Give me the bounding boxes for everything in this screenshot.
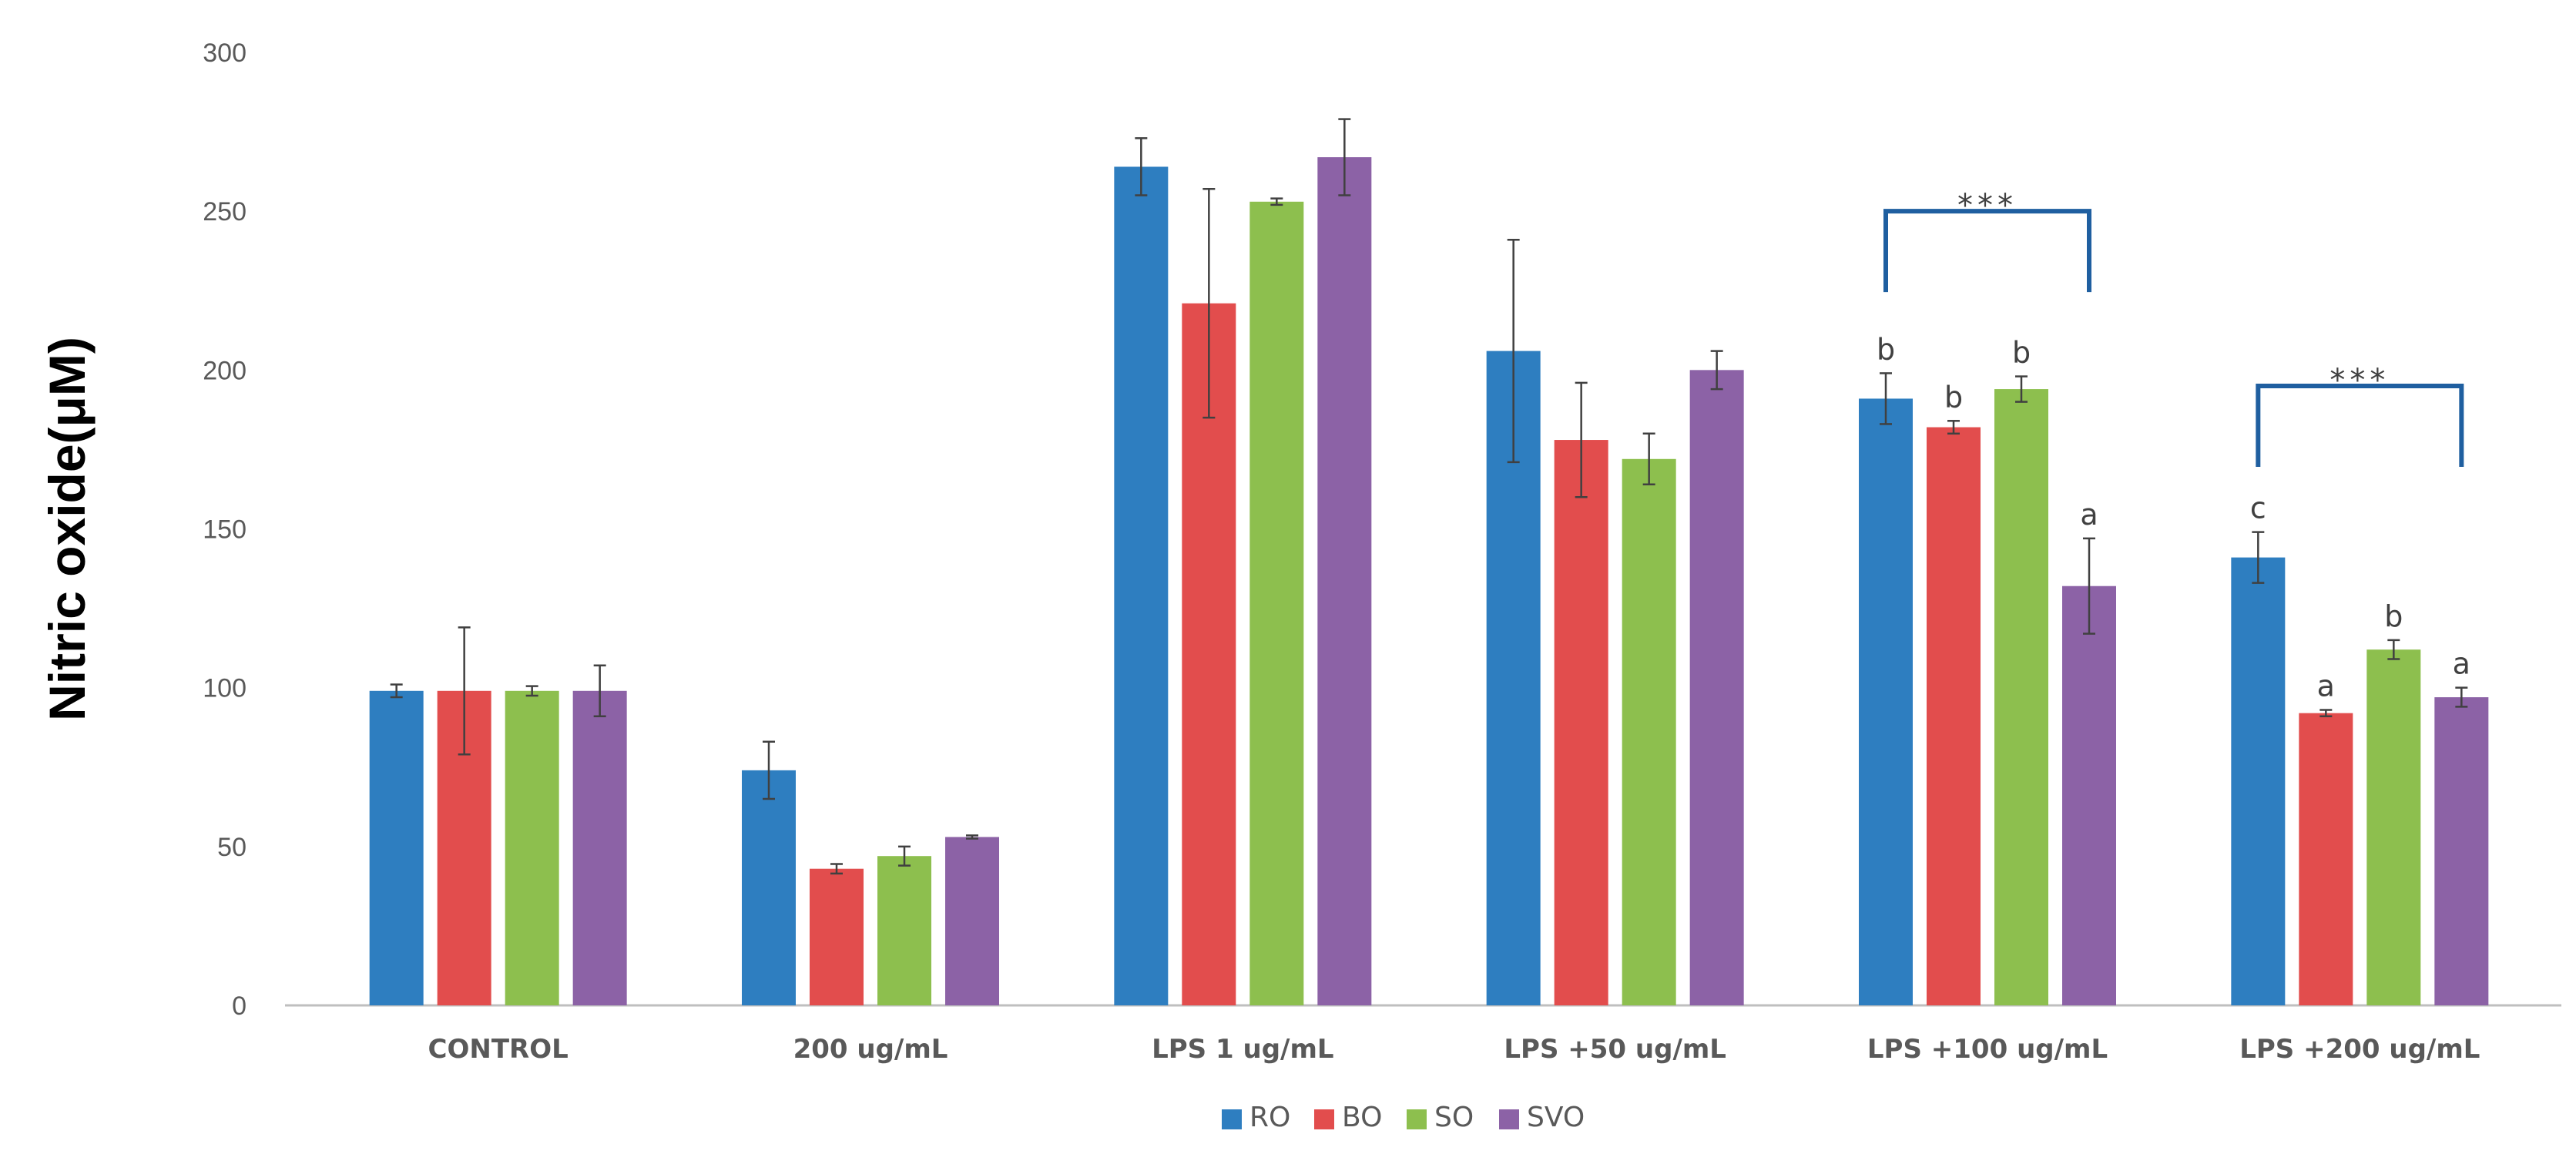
legend-swatch-svo xyxy=(1499,1109,1519,1129)
bar-so xyxy=(877,856,931,1005)
legend-swatch-so xyxy=(1407,1109,1427,1129)
y-tick-label: 250 xyxy=(203,197,247,226)
significance-stars: *** xyxy=(1957,188,2018,223)
legend: RO BO SO SVO xyxy=(1222,1102,1585,1133)
legend-swatch-bo xyxy=(1314,1109,1334,1129)
legend-label-so: SO xyxy=(1434,1102,1474,1133)
y-tick-label: 150 xyxy=(203,515,247,545)
significance-letter: b xyxy=(1877,332,1895,366)
bar-bo xyxy=(2299,713,2353,1005)
x-category-label: LPS +100 ug/mL xyxy=(1867,1034,2108,1065)
error-bars xyxy=(390,118,2468,875)
bar-svo xyxy=(945,837,999,1005)
bar-ro xyxy=(742,770,796,1005)
bar-bo xyxy=(810,868,864,1005)
y-tick-label: 100 xyxy=(203,674,247,703)
bar-svo xyxy=(2062,586,2116,1005)
significance-letter: a xyxy=(2453,647,2470,681)
x-category-label: LPS 1 ug/mL xyxy=(1152,1034,1333,1065)
significance-letter: c xyxy=(2250,492,2266,525)
bar-svo xyxy=(1689,370,1744,1005)
significance-bracket xyxy=(2256,383,2464,467)
x-category-label: LPS +50 ug/mL xyxy=(1504,1034,1726,1065)
y-tick-label: 300 xyxy=(203,39,247,68)
bar-ro xyxy=(369,690,424,1005)
significance-letter: a xyxy=(2317,669,2335,703)
x-category-label: LPS +200 ug/mL xyxy=(2239,1034,2480,1065)
legend-label-svo: SVO xyxy=(1527,1102,1585,1133)
bar-svo xyxy=(1317,157,1372,1005)
bar-svo xyxy=(2434,697,2489,1005)
bar-so xyxy=(505,690,559,1005)
y-tick-label: 200 xyxy=(203,356,247,385)
y-tick-label: 50 xyxy=(217,833,247,862)
significance-letter: b xyxy=(2012,336,2031,370)
bar-ro xyxy=(1859,398,1913,1005)
bar-bo xyxy=(1927,427,1981,1005)
legend-swatch-ro xyxy=(1222,1109,1242,1129)
y-tick-label: 0 xyxy=(232,991,247,1021)
y-axis-title: Nitric oxide(μM) xyxy=(39,337,96,721)
axes: 0 50 100 150 200 250 300 Nitric oxide(μM) CONTRO… xyxy=(39,39,2561,1065)
x-category-label: 200 ug/mL xyxy=(793,1034,948,1065)
x-category-label: CONTROL xyxy=(428,1034,569,1065)
significance-bracket xyxy=(1883,209,2091,293)
bar-ro xyxy=(2231,557,2286,1005)
bar-bo xyxy=(1554,440,1608,1005)
bar-ro xyxy=(1114,166,1169,1006)
bar-svo xyxy=(572,690,627,1005)
legend-label-bo: BO xyxy=(1342,1102,1382,1133)
significance-letter: a xyxy=(2080,498,2098,532)
bar-so xyxy=(1994,389,2048,1005)
legend-label-ro: RO xyxy=(1249,1102,1290,1133)
significance-letter: b xyxy=(1944,380,1963,414)
bars xyxy=(369,157,2489,1006)
bar-bo xyxy=(1182,303,1236,1005)
significance-stars: *** xyxy=(2329,363,2390,398)
significance-annotations: b b b a c a b a *** *** xyxy=(1877,188,2470,703)
bar-so xyxy=(2366,649,2421,1005)
bar-so xyxy=(1622,458,1676,1005)
bar-so xyxy=(1249,201,1304,1006)
significance-letter: b xyxy=(2384,599,2403,633)
